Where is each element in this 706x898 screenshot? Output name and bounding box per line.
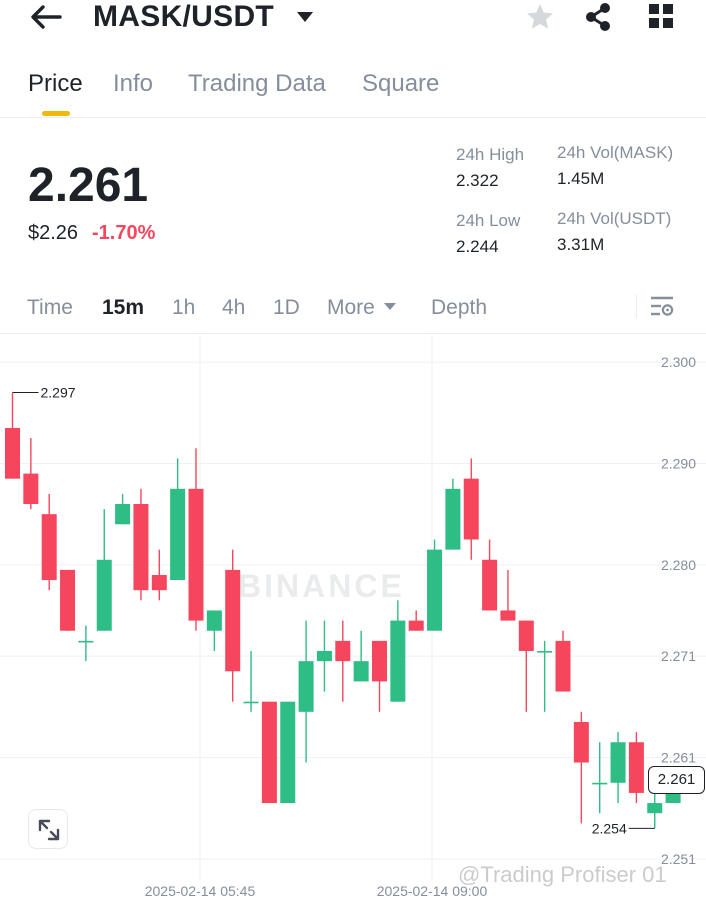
extreme-markers: 2.297 2.254 <box>12 385 681 836</box>
pair-title[interactable]: MASK/USDT <box>93 0 275 33</box>
candle-body <box>647 803 663 814</box>
min-marker-label: 2.254 <box>592 820 627 836</box>
interval-15m[interactable]: 15m <box>102 296 145 319</box>
price-change-percent: -1.70% <box>92 222 156 244</box>
candles <box>5 392 681 829</box>
divider <box>636 294 637 318</box>
active-tab-indicator <box>42 111 70 116</box>
x-tick-label: 2025-02-14 09:00 <box>377 883 488 898</box>
candle-body <box>41 514 57 581</box>
tab-square[interactable]: Square <box>362 70 440 97</box>
tab-trading-data[interactable]: Trading Data <box>188 70 326 97</box>
candle-body <box>280 701 296 804</box>
grid-icon[interactable] <box>648 3 674 29</box>
candle-body <box>206 610 222 631</box>
binance-watermark: BINANCE <box>238 568 405 604</box>
candle-body <box>115 504 131 525</box>
interval-1d[interactable]: 1D <box>273 296 300 319</box>
candle-body <box>23 473 39 505</box>
tab-info[interactable]: Info <box>113 70 154 97</box>
candle-body <box>390 620 406 702</box>
candle-body <box>5 427 20 479</box>
candle-body <box>482 559 498 611</box>
candle-body <box>537 651 553 653</box>
interval-1h[interactable]: 1h <box>172 296 196 319</box>
candle-body <box>463 478 479 540</box>
main-tabs: Price Info Trading Data Square <box>0 66 706 118</box>
interval-time[interactable]: Time <box>27 296 73 319</box>
share-icon[interactable] <box>582 1 614 33</box>
star-icon[interactable] <box>524 2 556 32</box>
vol-base-label: 24h Vol(MASK) <box>557 143 674 162</box>
candle-body <box>610 742 626 783</box>
x-tick-label: 2025-02-14 05:45 <box>145 883 256 898</box>
candle-body <box>60 569 76 631</box>
tab-price[interactable]: Price <box>28 70 83 97</box>
expand-chart-button[interactable] <box>28 809 68 849</box>
high-label: 24h High <box>456 145 525 164</box>
candle-body <box>78 640 94 643</box>
candle-body <box>298 661 314 712</box>
candle-body <box>427 549 443 631</box>
vol-quote-value: 3.31M <box>557 235 605 254</box>
caret-down-icon[interactable] <box>296 10 314 24</box>
candle-body <box>500 610 516 621</box>
last-price: 2.261 <box>28 159 149 212</box>
chart-settings-icon[interactable] <box>650 296 674 318</box>
candle-body <box>555 640 571 692</box>
candle-body <box>335 640 351 662</box>
y-tick-label: 2.261 <box>661 749 696 765</box>
candle-body <box>261 701 277 804</box>
candle-body <box>151 574 167 591</box>
candle-body <box>316 651 332 662</box>
candle-body <box>133 504 149 591</box>
candle-body <box>353 661 369 682</box>
candle-body <box>372 640 387 682</box>
interval-4h[interactable]: 4h <box>222 296 246 319</box>
candle-body <box>592 782 608 785</box>
y-tick-label: 2.271 <box>661 648 696 664</box>
interval-more[interactable]: More <box>327 296 375 319</box>
more-caret-icon[interactable] <box>384 302 396 311</box>
y-tick-label: 2.251 <box>661 851 696 867</box>
watermark-credit: @Trading Profiser 01 <box>458 862 667 887</box>
max-marker-label: 2.297 <box>41 385 76 401</box>
candle-body <box>188 488 204 621</box>
candle-body <box>573 721 589 763</box>
candle-body <box>225 569 241 672</box>
y-axis-ticks: 2.300 2.290 2.280 2.271 2.261 2.251 <box>661 354 696 867</box>
x-axis-ticks: 2025-02-14 05:45 2025-02-14 09:00 <box>145 883 488 898</box>
candle-body <box>96 559 112 631</box>
back-arrow-icon[interactable] <box>28 2 64 32</box>
y-tick-label: 2.290 <box>661 455 696 471</box>
expand-icon <box>38 819 60 841</box>
candle-body <box>170 488 186 581</box>
candle-body <box>518 620 534 652</box>
candlestick-chart[interactable]: 2.300 2.290 2.280 2.271 2.261 2.251 2025-02-1… <box>0 335 706 898</box>
fiat-price: $2.26 <box>28 222 79 244</box>
vol-quote-label: 24h Vol(USDT) <box>557 209 672 228</box>
depth-tab[interactable]: Depth <box>431 296 488 319</box>
vol-base-value: 1.45M <box>557 169 605 188</box>
y-tick-label: 2.300 <box>661 354 696 370</box>
y-tick-label: 2.280 <box>661 557 696 573</box>
chart-canvas[interactable]: 2.300 2.290 2.280 2.271 2.261 2.251 2025-02-1… <box>0 335 706 898</box>
candle-body <box>628 742 644 793</box>
low-label: 24h Low <box>456 211 521 230</box>
candle-body <box>445 488 461 550</box>
high-value: 2.322 <box>456 171 499 190</box>
top-bar: MASK/USDT <box>0 0 706 40</box>
candle-body <box>243 701 259 704</box>
interval-bar: Time 15m 1h 4h 1D More Depth <box>0 288 706 334</box>
current-price-tag: 2.261 <box>648 766 705 794</box>
low-value: 2.244 <box>456 237 499 256</box>
candle-body <box>408 620 424 631</box>
